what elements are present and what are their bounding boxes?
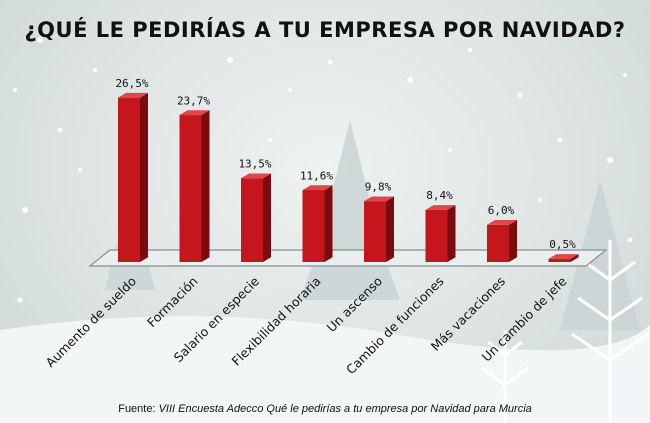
bar-side [570, 254, 579, 262]
bar-top [487, 220, 517, 225]
bar-side [324, 185, 333, 262]
bar-top [241, 173, 271, 179]
bar-front [548, 258, 571, 262]
bar-top [302, 185, 333, 191]
value-label: 26,5% [115, 77, 148, 90]
bar-front [487, 224, 509, 262]
value-labels: 26,5% 23,7% 13,5% 11,6% 9,8% 8,4% 6,0% 0,5% [115, 77, 576, 251]
bar [241, 173, 271, 262]
bar-front [302, 190, 325, 262]
bar-side [447, 205, 456, 262]
bar [364, 196, 394, 262]
value-label: 0,5% [549, 238, 576, 251]
bar [302, 185, 333, 262]
bar [425, 205, 456, 262]
white-trees [481, 240, 649, 423]
chart-title: ¿QUÉ LE PEDIRÍAS A TU EMPRESA POR NAVIDA… [24, 18, 626, 42]
bar [118, 92, 148, 263]
chart-floor [88, 249, 608, 267]
bars [118, 92, 579, 263]
source-text: VIII Encuesta Adecco Qué le pedirías a t… [158, 403, 532, 415]
value-label: 13,5% [238, 158, 271, 171]
bar-side [201, 110, 210, 262]
value-label: 9,8% [365, 180, 392, 193]
bar-front [364, 201, 386, 262]
bar-side [263, 173, 271, 262]
category-label: Aumento de sueldo [43, 274, 140, 371]
bar-front [241, 178, 263, 262]
bar-top [179, 110, 210, 116]
chart-floor-plane [88, 249, 608, 267]
category-label: Formación [144, 274, 201, 331]
value-label: 11,6% [300, 169, 333, 182]
bar-front [425, 209, 448, 262]
bar-top [548, 254, 579, 259]
value-label: 8,4% [426, 189, 453, 202]
bar-side [386, 196, 394, 262]
source-label: Fuente: [118, 403, 159, 415]
value-label: 6,0% [488, 204, 515, 217]
snow-ground [0, 316, 650, 423]
bar-front [179, 115, 202, 262]
bar [179, 110, 210, 262]
bar [548, 254, 579, 262]
bar-top [425, 205, 456, 210]
bar-side [140, 92, 148, 263]
value-label: 23,7% [177, 94, 210, 107]
category-label: Un ascenso [324, 274, 385, 335]
snowflakes [13, 19, 633, 303]
bar-side [509, 220, 517, 262]
source-note: Fuente: VIII Encuesta Adecco Qué le pedi… [0, 403, 650, 415]
bar [487, 220, 517, 262]
bar-front [118, 97, 140, 262]
bar-top [118, 92, 148, 98]
bar-top [364, 196, 394, 202]
